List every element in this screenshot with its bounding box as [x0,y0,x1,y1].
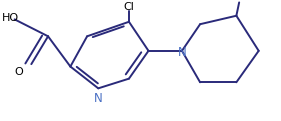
Text: Cl: Cl [124,2,134,12]
Text: O: O [14,67,23,77]
Text: N: N [94,92,103,105]
Text: N: N [178,46,186,59]
Text: HO: HO [2,13,19,23]
